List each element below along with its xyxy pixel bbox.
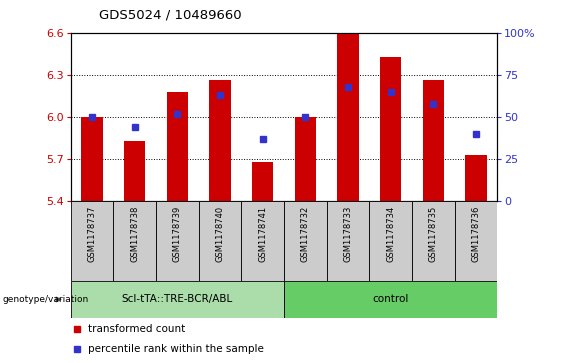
Text: GSM1178738: GSM1178738 xyxy=(130,205,139,262)
Bar xyxy=(284,201,327,281)
Bar xyxy=(465,155,486,201)
Text: transformed count: transformed count xyxy=(88,325,185,334)
Bar xyxy=(454,201,497,281)
Bar xyxy=(71,281,284,318)
Text: GSM1178741: GSM1178741 xyxy=(258,205,267,262)
Bar xyxy=(252,162,273,201)
Text: GDS5024 / 10489660: GDS5024 / 10489660 xyxy=(99,9,241,22)
Text: GSM1178733: GSM1178733 xyxy=(344,205,353,262)
Bar xyxy=(327,201,370,281)
Bar xyxy=(423,80,444,201)
Text: genotype/variation: genotype/variation xyxy=(3,295,89,304)
Text: GSM1178734: GSM1178734 xyxy=(386,205,395,262)
Bar xyxy=(124,141,145,201)
Bar xyxy=(81,117,103,201)
Bar xyxy=(294,117,316,201)
Text: GSM1178736: GSM1178736 xyxy=(471,205,480,262)
Text: ScI-tTA::TRE-BCR/ABL: ScI-tTA::TRE-BCR/ABL xyxy=(121,294,233,305)
Text: control: control xyxy=(372,294,408,305)
Bar xyxy=(199,201,241,281)
Bar xyxy=(380,57,401,201)
Bar xyxy=(71,201,113,281)
Text: percentile rank within the sample: percentile rank within the sample xyxy=(88,344,263,354)
Bar xyxy=(337,34,359,201)
Bar xyxy=(167,92,188,201)
Text: GSM1178737: GSM1178737 xyxy=(88,205,97,262)
Bar xyxy=(209,80,231,201)
Bar xyxy=(156,201,199,281)
Bar xyxy=(113,201,156,281)
Text: GSM1178735: GSM1178735 xyxy=(429,205,438,262)
Bar xyxy=(241,201,284,281)
Bar xyxy=(370,201,412,281)
Bar xyxy=(284,281,497,318)
Text: GSM1178732: GSM1178732 xyxy=(301,205,310,262)
Text: GSM1178740: GSM1178740 xyxy=(215,205,224,262)
Text: GSM1178739: GSM1178739 xyxy=(173,205,182,262)
Bar xyxy=(412,201,454,281)
